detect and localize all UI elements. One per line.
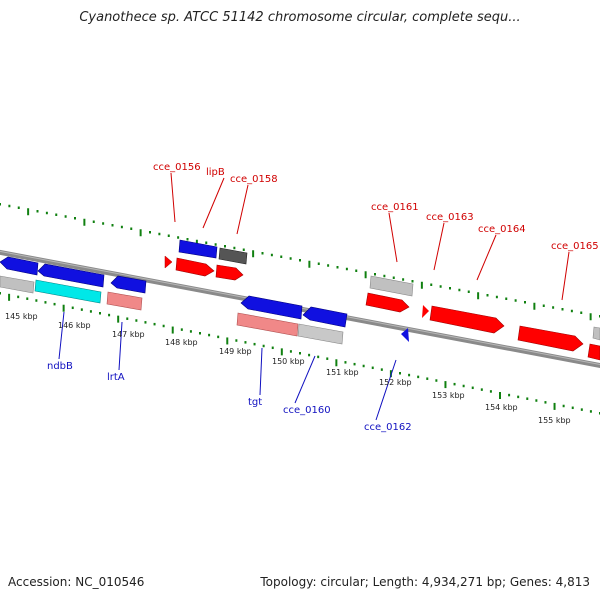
scale-label: 147 kbp <box>112 330 145 339</box>
gene-ndbB[interactable] <box>37 263 105 288</box>
leader-line <box>433 222 445 271</box>
leader-line <box>294 355 316 404</box>
leader-line <box>375 359 397 421</box>
leader-line <box>388 212 398 263</box>
gene-cce_0165-pseudo[interactable] <box>592 326 600 341</box>
gene-cce_0163[interactable] <box>429 305 505 334</box>
forward-gene-label[interactable]: lipB <box>206 167 225 178</box>
gene-lipB[interactable] <box>175 257 215 277</box>
gene-lipB-upper[interactable] <box>178 239 218 259</box>
scale-label: 154 kbp <box>485 403 518 412</box>
gene-lrtA-pseudo[interactable] <box>106 291 143 311</box>
leader-line <box>561 251 570 301</box>
leader-line <box>170 172 176 223</box>
forward-gene-label[interactable]: cce_0163 <box>426 212 474 223</box>
gene-tgt[interactable] <box>240 295 303 320</box>
forward-gene-label[interactable]: cce_0158 <box>230 174 278 185</box>
gene-left-pseudo[interactable] <box>0 275 35 294</box>
forward-genes <box>164 239 600 361</box>
gene-cce_0161-pseudo[interactable] <box>369 275 414 297</box>
forward-gene-label[interactable]: cce_0156 <box>153 162 201 173</box>
reverse-gene-label[interactable]: lrtA <box>107 372 125 383</box>
leader-line <box>118 321 123 371</box>
upper-tick-track <box>0 203 600 321</box>
gene-cce_0158[interactable] <box>215 264 244 281</box>
gene-tgt-pseudo[interactable] <box>236 312 299 337</box>
scale-label: 151 kbp <box>326 368 359 377</box>
accession-text: Accession: NC_010546 <box>8 575 145 589</box>
gene-cce_0161[interactable] <box>365 292 410 313</box>
scale-labels: 145 kbp 146 kbp 147 kbp 148 kbp 149 kbp 150 k… <box>5 312 571 425</box>
gene-cce_0165[interactable] <box>587 343 600 361</box>
genome-summary-text: Topology: circular; Length: 4,934,271 bp… <box>260 575 590 589</box>
leader-line <box>58 311 65 360</box>
scale-label: 153 kbp <box>432 391 465 400</box>
gene-cce_0160-pseudo[interactable] <box>297 323 344 345</box>
gene-cce_0164[interactable] <box>517 325 584 352</box>
forward-gene-label[interactable]: cce_0161 <box>371 202 419 213</box>
gene-ndbB-rna[interactable] <box>34 279 102 304</box>
reverse-gene-label[interactable]: ndbB <box>47 361 73 372</box>
leader-line <box>259 347 263 396</box>
gene-labels: cce_0156 lipB cce_0158 cce_0161 cce_0163 cce_… <box>47 162 599 433</box>
reverse-gene-label[interactable]: tgt <box>248 397 262 408</box>
leader-lines <box>58 172 570 421</box>
leader-line <box>476 234 497 281</box>
reverse-genes <box>0 256 409 345</box>
forward-gene-label[interactable]: cce_0165 <box>551 241 599 252</box>
gene-lrtA[interactable] <box>110 275 147 294</box>
scale-label: 149 kbp <box>219 347 252 356</box>
scale-label: 155 kbp <box>538 416 571 425</box>
gene-cce_0163-marker[interactable] <box>422 305 429 318</box>
scale-label: 148 kbp <box>165 338 198 347</box>
leader-line <box>202 177 225 229</box>
gene-cce_0158-upper[interactable] <box>218 247 248 265</box>
scale-label: 145 kbp <box>5 312 38 321</box>
gene-cce_0156[interactable] <box>164 255 173 269</box>
scale-label: 152 kbp <box>379 378 412 387</box>
gene-left-reverse[interactable] <box>0 256 39 276</box>
reverse-gene-label[interactable]: cce_0160 <box>283 405 331 416</box>
lower-tick-track <box>0 292 600 415</box>
leader-line <box>236 184 249 235</box>
gene-cce_0162[interactable] <box>401 328 409 342</box>
reverse-gene-label[interactable]: cce_0162 <box>364 422 412 433</box>
scale-label: 150 kbp <box>272 357 305 366</box>
gene-cce_0160[interactable] <box>302 306 348 328</box>
forward-gene-label[interactable]: cce_0164 <box>478 224 526 235</box>
map-title: Cyanothece sp. ATCC 51142 chromosome cir… <box>79 10 521 25</box>
scale-label: 146 kbp <box>58 321 91 330</box>
